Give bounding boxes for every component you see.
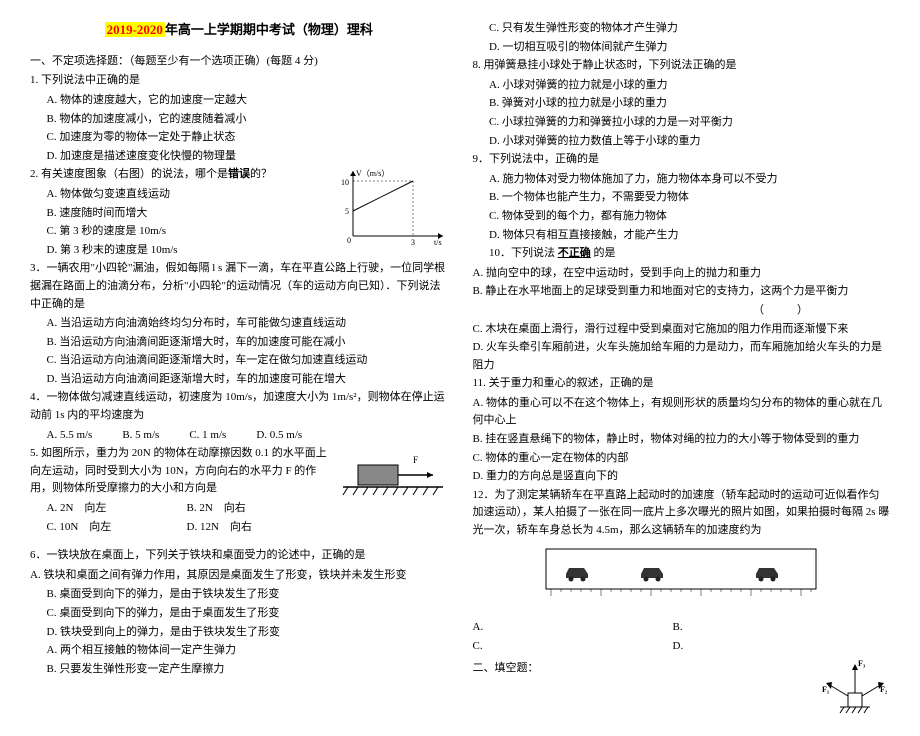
- svg-text:F₃: F₃: [858, 659, 866, 668]
- q10-b: B. 静止在水平地面上的足球受到重力和地面对它的支持力，这两个力是平衡力: [473, 283, 891, 301]
- q11-stem: 11. 关于重力和重心的叙述，正确的是: [473, 375, 891, 393]
- q12-figure: [541, 544, 821, 616]
- q8-options: A. 小球对弹簧的拉力就是小球的重力 B. 弹簧对小球的拉力就是小球的重力 C.…: [473, 77, 891, 150]
- q4-a: A. 5.5 m/s: [47, 427, 93, 445]
- q5-figure: F: [338, 445, 448, 507]
- q8-d: D. 小球对弹簧的拉力数值上等于小球的重力: [489, 133, 890, 151]
- title-text: 年高一上学期期中考试（物理）理科: [165, 22, 373, 37]
- q10-stem: 10．下列说法 不正确 的是: [473, 245, 891, 263]
- q3-d: D. 当沿运动方向油滴间距逐渐增大时，车的加速度可能在增大: [47, 371, 448, 389]
- graph-ylabel: V（m/s）: [356, 169, 389, 178]
- q10-underline: 不正确: [558, 247, 591, 259]
- q4-b: B. 5 m/s: [122, 427, 159, 445]
- q5-b: B. 2N 向右: [187, 500, 246, 518]
- q12-d: D.: [673, 638, 684, 656]
- q1-stem: 1. 下列说法中正确的是: [30, 72, 448, 90]
- graph-orig: 0: [347, 236, 351, 245]
- q9-a: A. 施力物体对受力物体施加了力，施力物体本身可以不受力: [489, 171, 890, 189]
- q12-stem: 12．为了测定某辆轿车在平直路上起动时的加速度（轿车起动时的运动可近似看作匀加速…: [473, 487, 891, 540]
- q4-stem: 4．一物体做匀减速直线运动，初速度为 10m/s，加速度大小为 1m/s²，则物…: [30, 389, 448, 424]
- q10-d: D. 火车头牵引车厢前进，火车头施加给车厢的力是动力，而车厢施加给火车头的力是阻…: [473, 339, 891, 374]
- q3-options: A. 当沿运动方向油滴始终均匀分布时，车可能做匀速直线运动 B. 当沿运动方向油…: [30, 315, 448, 388]
- q4-d: D. 0.5 m/s: [256, 427, 302, 445]
- q1-options: A. 物体的速度越大，它的加速度一定越大 B. 物体的加速度减小，它的速度随着减…: [30, 92, 448, 165]
- q9-stem: 9．下列说法中，正确的是: [473, 151, 891, 169]
- q8-stem: 8. 用弹簧悬挂小球处于静止状态时，下列说法正确的是: [473, 57, 891, 75]
- q11-d: D. 重力的方向总是竖直向下的: [473, 468, 891, 486]
- q8-c: C. 小球拉弹簧的力和弹簧拉小球的力是一对平衡力: [489, 114, 890, 132]
- q6-a: A. 铁块和桌面之间有弹力作用，其原因是桌面发生了形变，铁块并未发生形变: [30, 567, 448, 585]
- q4-c: C. 1 m/s: [189, 427, 226, 445]
- q1-b: B. 物体的加速度减小，它的速度随着减小: [47, 111, 448, 129]
- q9-d: D. 物体只有相互直接接触，才能产生力: [489, 227, 890, 245]
- q5-force-label: F: [413, 455, 418, 465]
- q9-c: C. 物体受到的每个力，都有施力物体: [489, 208, 890, 226]
- q6-d: D. 铁块受到向上的弹力，是由于铁块发生了形变: [47, 624, 448, 642]
- q1-c: C. 加速度为零的物体一定处于静止状态: [47, 129, 448, 147]
- force-figure: F₁ F₂ F₃: [820, 656, 890, 716]
- title-year: 2019-2020: [105, 22, 165, 37]
- q5-d: D. 12N 向右: [187, 519, 252, 537]
- q6-options: B. 桌面受到向下的弹力，是由于铁块发生了形变 C. 桌面受到向下的弹力，是由于…: [30, 586, 448, 641]
- svg-text:F₁: F₁: [822, 685, 830, 694]
- q10-options: A. 抛向空中的球，在空中运动时，受到手向上的抛力和重力 B. 静止在水平地面上…: [473, 265, 891, 375]
- q11-a: A. 物体的重心可以不在这个物体上，有规则形状的质量均匀分布的物体的重心就在几何…: [473, 395, 891, 430]
- q5-a: A. 2N 向左: [47, 500, 187, 518]
- q6-c: C. 桌面受到向下的弹力，是由于桌面发生了形变: [47, 605, 448, 623]
- q12-b: B.: [673, 619, 683, 637]
- q10-a: A. 抛向空中的球，在空中运动时，受到手向上的抛力和重力: [473, 265, 891, 283]
- q7-a: A. 两个相互接触的物体间一定产生弹力: [47, 642, 448, 660]
- q11-c: C. 物体的重心一定在物体的内部: [473, 450, 891, 468]
- graph-xlabel: t/s: [434, 238, 442, 246]
- q5-c: C. 10N 向左: [47, 519, 187, 537]
- q10-b-paren: （ ）: [473, 302, 891, 320]
- q11-b: B. 挂在竖直悬绳下的物体，静止时，物体对绳的拉力的大小等于物体受到的重力: [473, 431, 891, 449]
- q12-a: A.: [473, 619, 673, 637]
- q3-c: C. 当沿运动方向油滴间距逐渐增大时，车一定在做匀加速直线运动: [47, 352, 448, 370]
- q2-graph: V（m/s） 10 5 0 3 t/s: [338, 166, 448, 246]
- q4-options: A. 5.5 m/s B. 5 m/s C. 1 m/s D. 0.5 m/s: [30, 427, 448, 446]
- q12-options: A.B. C.D.: [473, 619, 891, 656]
- q8-b: B. 弹簧对小球的拉力就是小球的重力: [489, 95, 890, 113]
- q12-c: C.: [473, 638, 673, 656]
- q11-options: A. 物体的重心可以不在这个物体上，有规则形状的质量均匀分布的物体的重心就在几何…: [473, 395, 891, 486]
- svg-text:F₂: F₂: [880, 685, 888, 694]
- section-1-header: 一、不定项选择题：（每题至少有一个选项正确）(每题 4 分): [30, 53, 448, 71]
- graph-xmax: 3: [411, 238, 415, 246]
- q2-error-word: 错误: [228, 168, 250, 180]
- q9-options: A. 施力物体对受力物体施加了力，施力物体本身可以不受力 B. 一个物体也能产生…: [473, 171, 891, 244]
- q9-b: B. 一个物体也能产生力，不需要受力物体: [489, 189, 890, 207]
- q7-partial-options: A. 两个相互接触的物体间一定产生弹力 B. 只要发生弹性形变一定产生摩擦力: [30, 642, 448, 678]
- q7-b: B. 只要发生弹性形变一定产生摩擦力: [47, 661, 448, 679]
- q6-stem: 6．一铁块放在桌面上，下列关于铁块和桌面受力的论述中，正确的是: [30, 547, 448, 565]
- q6-b: B. 桌面受到向下的弹力，是由于铁块发生了形变: [47, 586, 448, 604]
- q3-a: A. 当沿运动方向油滴始终均匀分布时，车可能做匀速直线运动: [47, 315, 448, 333]
- q10-c: C. 木块在桌面上滑行，滑行过程中受到桌面对它施加的阻力作用而逐渐慢下来: [473, 321, 891, 339]
- q7-d: D. 一切相互吸引的物体间就产生弹力: [489, 39, 890, 57]
- q7-rest-options: C. 只有发生弹性形变的物体才产生弹力 D. 一切相互吸引的物体间就产生弹力: [473, 20, 891, 56]
- q7-c: C. 只有发生弹性形变的物体才产生弹力: [489, 20, 890, 38]
- q1-a: A. 物体的速度越大，它的加速度一定越大: [47, 92, 448, 110]
- q3-b: B. 当沿运动方向油滴间距逐渐增大时，车的加速度可能在减小: [47, 334, 448, 352]
- q1-d: D. 加速度是描述速度变化快慢的物理量: [47, 148, 448, 166]
- graph-ymax: 10: [341, 178, 349, 187]
- q3-stem: 3．一辆农用"小四轮"漏油，假如每隔 l s 漏下一滴，车在平直公路上行驶，一位…: [30, 260, 448, 313]
- q8-a: A. 小球对弹簧的拉力就是小球的重力: [489, 77, 890, 95]
- graph-yhalf: 5: [345, 207, 349, 216]
- exam-title: 2019-2020年高一上学期期中考试（物理）理科: [30, 20, 448, 41]
